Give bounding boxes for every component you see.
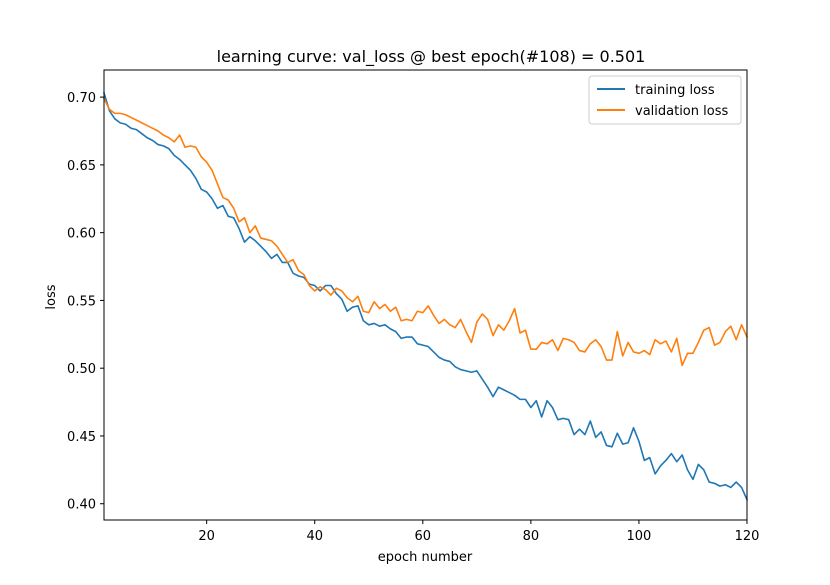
x-tick-label: 80 [523, 529, 540, 544]
y-tick-label: 0.70 [67, 91, 96, 106]
x-axis-ticks: 20 40 60 80 100 120 [198, 520, 759, 544]
y-tick-label: 0.60 [67, 227, 96, 242]
y-tick-label: 0.50 [67, 362, 96, 377]
legend-label-training: training loss [635, 83, 715, 98]
x-tick-label: 40 [306, 529, 323, 544]
y-tick-label: 0.45 [67, 430, 96, 445]
x-axis-label: epoch number [378, 550, 473, 565]
y-axis-label: loss [44, 284, 59, 309]
x-tick-label: 120 [735, 529, 760, 544]
axes-frame [103, 69, 748, 521]
plot-area [102, 69, 749, 521]
x-tick-label: 20 [198, 529, 215, 544]
series-layer [102, 92, 749, 501]
legend-box [588, 75, 742, 125]
chart-title: learning curve: val_loss @ best epoch(#1… [217, 47, 646, 67]
y-tick-label: 0.65 [67, 159, 96, 174]
y-axis-ticks: 0.40 0.45 0.50 0.55 0.60 0.65 0.70 [67, 91, 104, 513]
x-tick-label: 60 [415, 529, 432, 544]
y-tick-label: 0.40 [67, 498, 96, 513]
x-tick-label: 100 [627, 529, 652, 544]
legend: training loss validation loss [588, 75, 742, 125]
y-tick-label: 0.55 [67, 294, 96, 309]
legend-label-validation: validation loss [635, 104, 728, 119]
series-line-validation-loss [102, 97, 749, 367]
series-line-training-loss [103, 92, 749, 501]
